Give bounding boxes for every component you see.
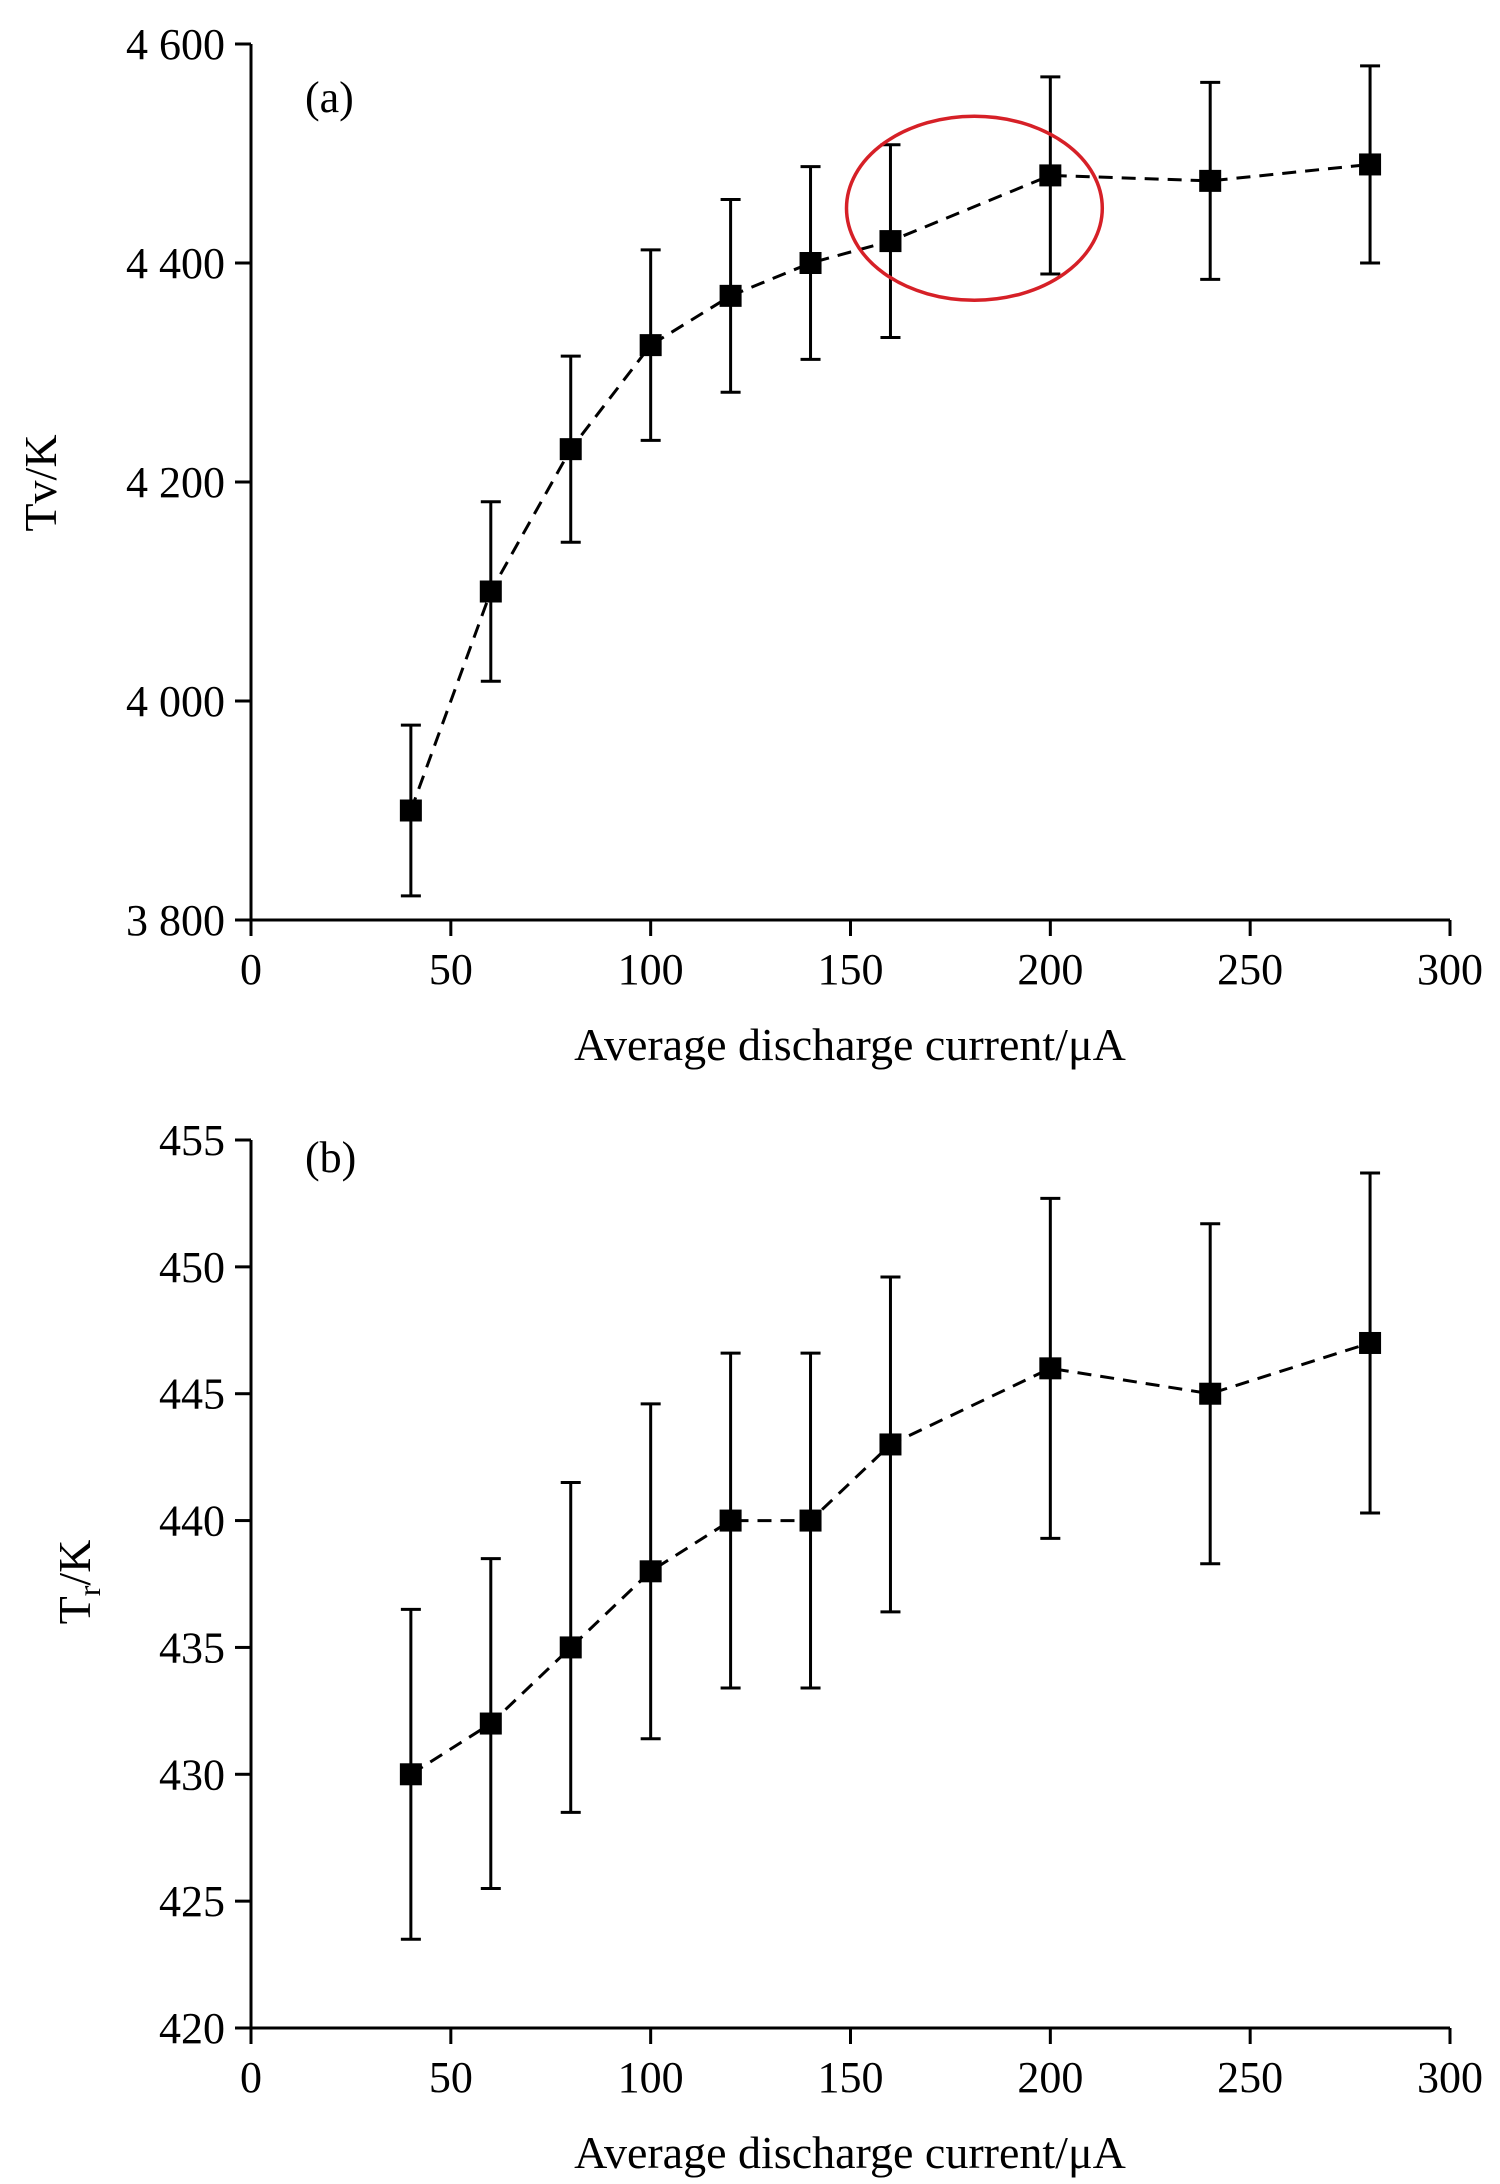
panel-a-label: (a)	[305, 73, 354, 122]
panel-b-x-tick-label: 150	[818, 2053, 884, 2102]
panel-b-data-point	[1039, 1357, 1062, 1380]
panel-b-y-tick-label: 420	[159, 2004, 225, 2053]
panel-b-y-tick-label: 430	[159, 1750, 225, 1799]
panel-a-y-tick-label: 4 400	[126, 239, 225, 288]
panel-a-x-tick-label: 50	[429, 945, 473, 994]
panel-a-data-point	[1199, 169, 1222, 192]
panel-b-data-point	[639, 1560, 662, 1583]
panel-b-data-point	[559, 1636, 582, 1659]
panel-a-data-point	[559, 438, 582, 461]
panel-a-data-point	[639, 334, 662, 357]
panel-b-y-tick-label: 450	[159, 1243, 225, 1292]
panel-a-x-tick-label: 200	[1017, 945, 1083, 994]
panel-b-y-axis-title: Tr/K	[49, 1540, 107, 1625]
panel-a-x-tick-label: 150	[818, 945, 884, 994]
panel-a-data-point	[1359, 153, 1382, 176]
panel-b-y-tick-label: 440	[159, 1497, 225, 1546]
panel-a-y-axis-title: Tv/K	[15, 434, 66, 531]
panel-a-data-point	[879, 230, 902, 253]
panel-b-x-tick-label: 250	[1217, 2053, 1283, 2102]
panel-b-y-tick-label: 435	[159, 1623, 225, 1672]
panel-b-x-tick-label: 50	[429, 2053, 473, 2102]
panel-b-data-point	[1359, 1331, 1382, 1354]
panel-b-data-point	[719, 1509, 742, 1532]
panel-b-x-tick-label: 100	[618, 2053, 684, 2102]
panel-a-data-point	[1039, 164, 1062, 187]
panel-a-data-point	[719, 284, 742, 307]
panel-b-data-point	[799, 1509, 822, 1532]
panel-b-y-axis-title-main: T	[49, 1596, 100, 1624]
panel-a-x-tick-label: 100	[618, 945, 684, 994]
panel-b-data-point	[479, 1712, 502, 1735]
panel-a-chart: (a) Average discharge current/μA Tv/K 0 5…	[15, 20, 1483, 1070]
panel-b-y-axis-title-suffix: /K	[49, 1540, 100, 1586]
panel-b-data-point	[1199, 1382, 1222, 1405]
panel-b-y-tick-label: 445	[159, 1370, 225, 1419]
panel-b-y-tick-label: 455	[159, 1116, 225, 1165]
panel-a-data-point	[479, 580, 502, 603]
panel-b-x-tick-label: 300	[1417, 2053, 1483, 2102]
panel-a-data-point	[399, 799, 422, 822]
panel-a-y-tick-label: 4 200	[126, 458, 225, 507]
panel-a-highlight-ellipse	[844, 114, 1105, 302]
panel-b-chart: (b) Average discharge current/μA Tr/K 0 5…	[49, 1116, 1483, 2178]
panel-a-y-tick-label: 4 000	[126, 677, 225, 726]
panel-b-x-tick-label: 200	[1017, 2053, 1083, 2102]
panel-a-x-tick-label: 0	[240, 945, 262, 994]
panel-a-y-tick-label: 4 600	[126, 20, 225, 69]
panel-a-x-tick-label: 300	[1417, 945, 1483, 994]
panel-b-y-axis-title-subscript: r	[71, 1585, 107, 1596]
panel-b-y-tick-label: 425	[159, 1877, 225, 1926]
panel-a-data-point	[799, 252, 822, 274]
panel-a-x-tick-label: 250	[1217, 945, 1283, 994]
panel-a-x-axis-title: Average discharge current/μA	[574, 1019, 1126, 1070]
panel-b-data-point	[879, 1433, 902, 1456]
panel-b-label: (b)	[305, 1133, 356, 1182]
panel-b-x-axis-title: Average discharge current/μA	[574, 2127, 1126, 2178]
panel-b-series-line	[410, 1341, 1371, 1776]
panel-b-x-tick-label: 0	[240, 2053, 262, 2102]
panel-b-data-point	[399, 1763, 422, 1786]
panel-a-y-tick-label: 3 800	[126, 896, 225, 945]
panel-a-series-line	[409, 162, 1371, 812]
